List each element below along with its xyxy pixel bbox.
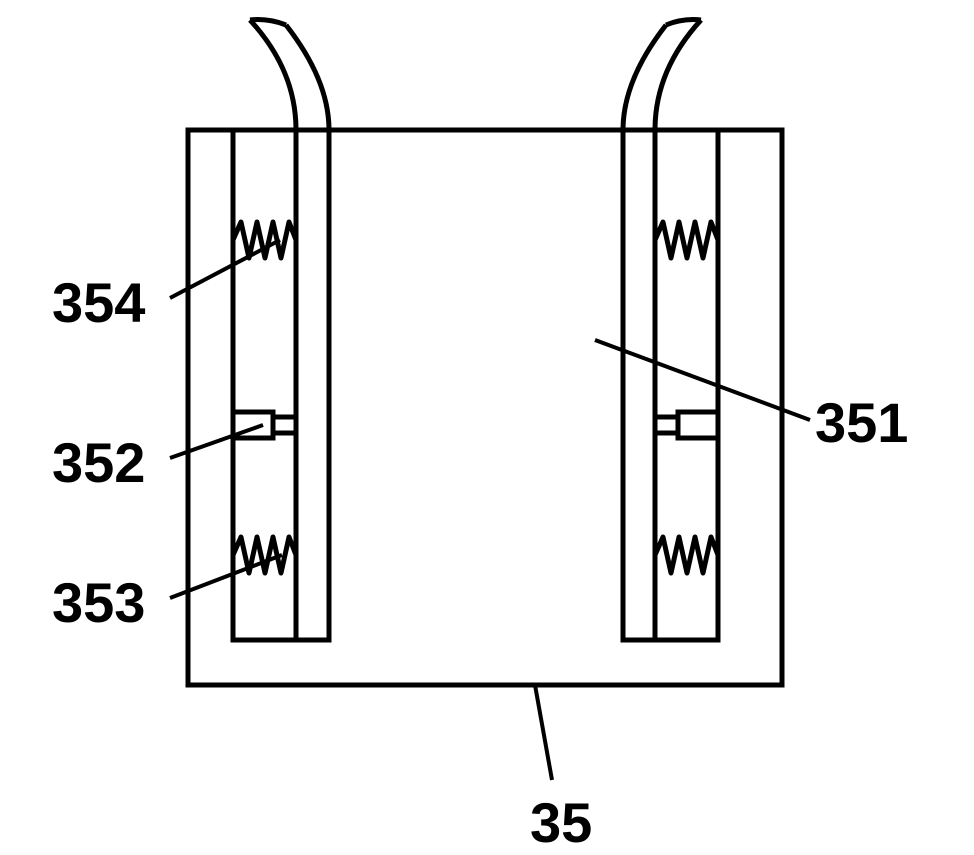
leader-351 xyxy=(595,340,810,420)
spring-right-upper xyxy=(655,222,718,258)
leader-35 xyxy=(535,685,552,780)
label-352: 352 xyxy=(52,430,145,495)
spring-left-lower xyxy=(233,537,296,573)
arm-right-outer xyxy=(623,25,666,130)
label-35: 35 xyxy=(530,790,592,855)
spring-left-upper xyxy=(233,222,296,258)
latch-right xyxy=(655,412,718,438)
housing-outer xyxy=(188,130,782,685)
spring-right-lower xyxy=(655,537,718,573)
diagram-container: 354 352 353 351 35 xyxy=(0,0,974,845)
leader-352 xyxy=(170,425,263,458)
label-351: 351 xyxy=(815,390,908,455)
label-354: 354 xyxy=(52,270,145,335)
label-353: 353 xyxy=(52,570,145,635)
arm-left-outer xyxy=(286,25,329,130)
